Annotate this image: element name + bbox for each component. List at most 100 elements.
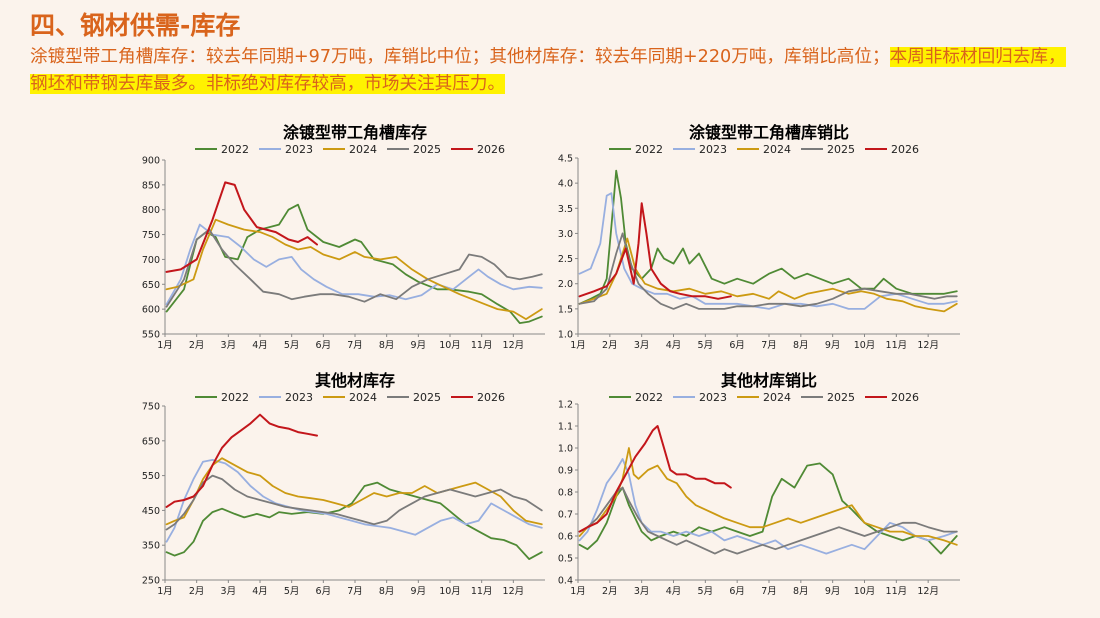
series-line-2025 [578, 486, 958, 555]
y-tick-label: 4.5 [558, 154, 573, 165]
svg-text:2023: 2023 [699, 391, 727, 404]
series-line-2024 [578, 447, 958, 546]
svg-text:2026: 2026 [477, 391, 505, 404]
y-tick-label: 750 [142, 402, 160, 413]
x-tick-label: 12月 [503, 586, 525, 597]
x-tick-label: 7月 [761, 586, 777, 597]
y-tick-label: 1.0 [558, 444, 573, 455]
y-tick-label: 0.5 [558, 554, 573, 565]
x-tick-label: 8月 [793, 586, 809, 597]
legend-item-2025: 2025 [801, 143, 855, 156]
svg-text:2024: 2024 [763, 143, 791, 156]
y-tick-label: 800 [142, 205, 160, 216]
x-tick-label: 10月 [854, 586, 876, 597]
x-tick-label: 5月 [284, 340, 300, 351]
series-line-2025 [165, 474, 543, 531]
y-tick-label: 2.5 [558, 254, 573, 265]
svg-text:2025: 2025 [827, 143, 855, 156]
svg-text:2025: 2025 [827, 391, 855, 404]
x-tick-label: 3月 [221, 340, 237, 351]
series-line-2022 [578, 169, 958, 305]
x-tick-label: 12月 [917, 586, 939, 597]
chart-title: 涂镀型带工角槽库存 [283, 123, 427, 142]
y-tick-label: 600 [142, 305, 160, 316]
svg-text:2022: 2022 [221, 143, 249, 156]
y-tick-label: 3.5 [558, 204, 573, 215]
legend-item-2025: 2025 [387, 391, 441, 404]
x-tick-label: 7月 [347, 586, 363, 597]
y-tick-label: 1.5 [558, 304, 573, 315]
series-line-2026 [165, 413, 318, 508]
svg-text:2026: 2026 [891, 143, 919, 156]
x-tick-label: 1月 [157, 340, 173, 351]
svg-text:2024: 2024 [763, 391, 791, 404]
series-line-2026 [578, 202, 732, 300]
svg-text:2024: 2024 [349, 391, 377, 404]
x-tick-label: 12月 [503, 340, 525, 351]
legend-item-2023: 2023 [673, 143, 727, 156]
y-tick-label: 750 [142, 230, 160, 241]
page-description: 涂镀型带工角槽库存：较去年同期+97万吨，库销比中位；其他材库存：较去年同期+2… [30, 44, 1070, 98]
y-tick-label: 1.2 [558, 400, 573, 411]
svg-text:2023: 2023 [699, 143, 727, 156]
y-tick-label: 0.7 [558, 510, 573, 521]
x-tick-label: 4月 [252, 340, 268, 351]
x-tick-label: 7月 [347, 340, 363, 351]
x-tick-label: 2月 [602, 586, 618, 597]
y-tick-label: 850 [142, 180, 160, 191]
legend-item-2024: 2024 [323, 391, 377, 404]
y-tick-label: 0.4 [558, 576, 573, 587]
series-line-2024 [578, 237, 958, 313]
x-tick-label: 9月 [825, 340, 841, 351]
y-tick-label: 350 [142, 541, 160, 552]
y-tick-label: 1.1 [558, 422, 573, 433]
chart-other-inventory: 其他材库存 2022 2023 2024 2025 2026 250 350 450 550 650… [142, 371, 545, 597]
y-tick-label: 650 [142, 436, 160, 447]
x-tick-label: 9月 [411, 586, 427, 597]
y-tick-label: 3.0 [558, 229, 573, 240]
svg-text:2025: 2025 [413, 391, 441, 404]
legend-item-2022: 2022 [609, 391, 663, 404]
x-tick-label: 1月 [157, 586, 173, 597]
x-tick-label: 10月 [854, 340, 876, 351]
svg-text:2022: 2022 [635, 391, 663, 404]
x-tick-label: 3月 [634, 586, 650, 597]
svg-text:2023: 2023 [285, 143, 313, 156]
x-tick-label: 11月 [471, 586, 493, 597]
x-tick-label: 4月 [666, 340, 682, 351]
page-title: 四、钢材供需-库存 [30, 11, 241, 40]
x-tick-label: 12月 [917, 340, 939, 351]
y-tick-label: 2.0 [558, 279, 573, 290]
y-tick-label: 1.0 [558, 330, 573, 341]
x-tick-label: 6月 [729, 340, 745, 351]
y-tick-label: 550 [142, 330, 160, 341]
legend-item-2022: 2022 [195, 391, 249, 404]
legend-item-2026: 2026 [451, 391, 505, 404]
x-tick-label: 9月 [825, 586, 841, 597]
series-line-2023 [578, 192, 958, 310]
y-tick-label: 550 [142, 471, 160, 482]
series-line-2022 [165, 203, 543, 324]
y-tick-label: 0.6 [558, 532, 573, 543]
y-tick-label: 0.9 [558, 466, 573, 477]
x-tick-label: 8月 [379, 586, 395, 597]
x-tick-label: 8月 [793, 340, 809, 351]
x-tick-label: 8月 [379, 340, 395, 351]
y-tick-label: 4.0 [558, 179, 573, 190]
x-tick-label: 11月 [886, 586, 908, 597]
legend-item-2025: 2025 [387, 143, 441, 156]
series-line-2023 [165, 223, 543, 306]
x-tick-label: 6月 [729, 586, 745, 597]
series-line-2022 [578, 462, 958, 555]
legend-item-2025: 2025 [801, 391, 855, 404]
legend-item-2024: 2024 [737, 143, 791, 156]
x-tick-label: 11月 [886, 340, 908, 351]
y-tick-label: 250 [142, 576, 160, 587]
series-line-2024 [165, 218, 543, 320]
svg-text:2025: 2025 [413, 143, 441, 156]
chart-other-stock-sales-ratio: 其他材库销比 2022 2023 2024 2025 2026 0.4 0.5 0.6 0.7 0.… [558, 371, 960, 597]
legend-item-2022: 2022 [195, 143, 249, 156]
series-line-2026 [165, 181, 318, 273]
x-tick-label: 2月 [189, 586, 205, 597]
series-line-2026 [578, 425, 732, 533]
